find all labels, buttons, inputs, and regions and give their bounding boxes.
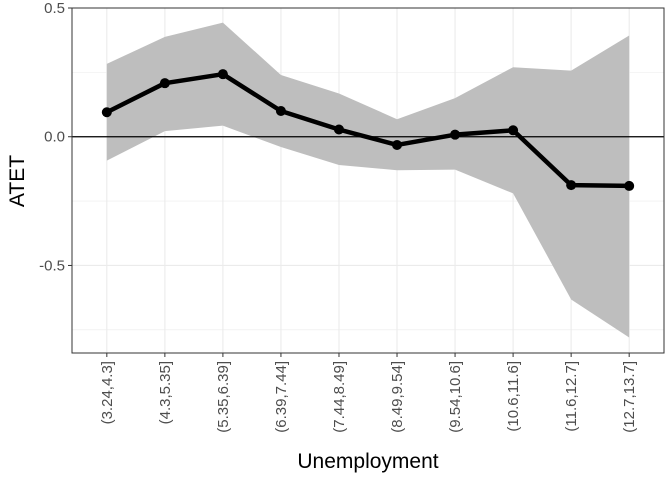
data-point [392, 139, 403, 150]
plot-border [71, 7, 665, 354]
x-tick-label: (3.24,4.3] [99, 361, 116, 424]
confidence-band [106, 22, 630, 338]
x-tick-label: (7.44,8.49] [331, 361, 348, 433]
y-axis-ticks: 0.5 0.0 -0.5 [39, 0, 72, 274]
data-point [333, 124, 344, 135]
series-points-layer [101, 69, 635, 191]
y-axis-title: ATET [6, 155, 29, 207]
x-tick-label: (12.7,13.7] [621, 361, 638, 433]
x-tick-label: (4.3,5.35] [157, 361, 174, 424]
data-point [624, 180, 635, 191]
y-tick-label: 0.5 [44, 0, 65, 17]
data-point [159, 78, 170, 89]
data-point [275, 105, 286, 116]
data-point [101, 107, 112, 118]
series-line [104, 71, 632, 189]
x-tick-label: (9.54,10.6] [447, 361, 464, 433]
data-point [217, 69, 228, 80]
x-axis-title: Unemployment [297, 450, 438, 473]
x-tick-label: (6.39,7.44] [273, 361, 290, 433]
x-tick-label: (8.49,9.54] [389, 361, 406, 433]
data-point [508, 125, 519, 136]
series-line-layer [104, 71, 632, 189]
confidence-band-layer [106, 22, 630, 338]
data-point [450, 129, 461, 140]
x-tick-label: (11.6,12.7] [563, 361, 580, 432]
y-tick-label: -0.5 [39, 257, 65, 274]
x-axis-ticks: (3.24,4.3] (4.3,5.35] (5.35,6.39] (6.39,7.4… [99, 353, 638, 433]
x-tick-label: (10.6,11.6] [505, 361, 522, 432]
data-point [566, 180, 577, 191]
y-tick-label: 0.0 [44, 129, 65, 146]
x-tick-label: (5.35,6.39] [215, 361, 232, 433]
